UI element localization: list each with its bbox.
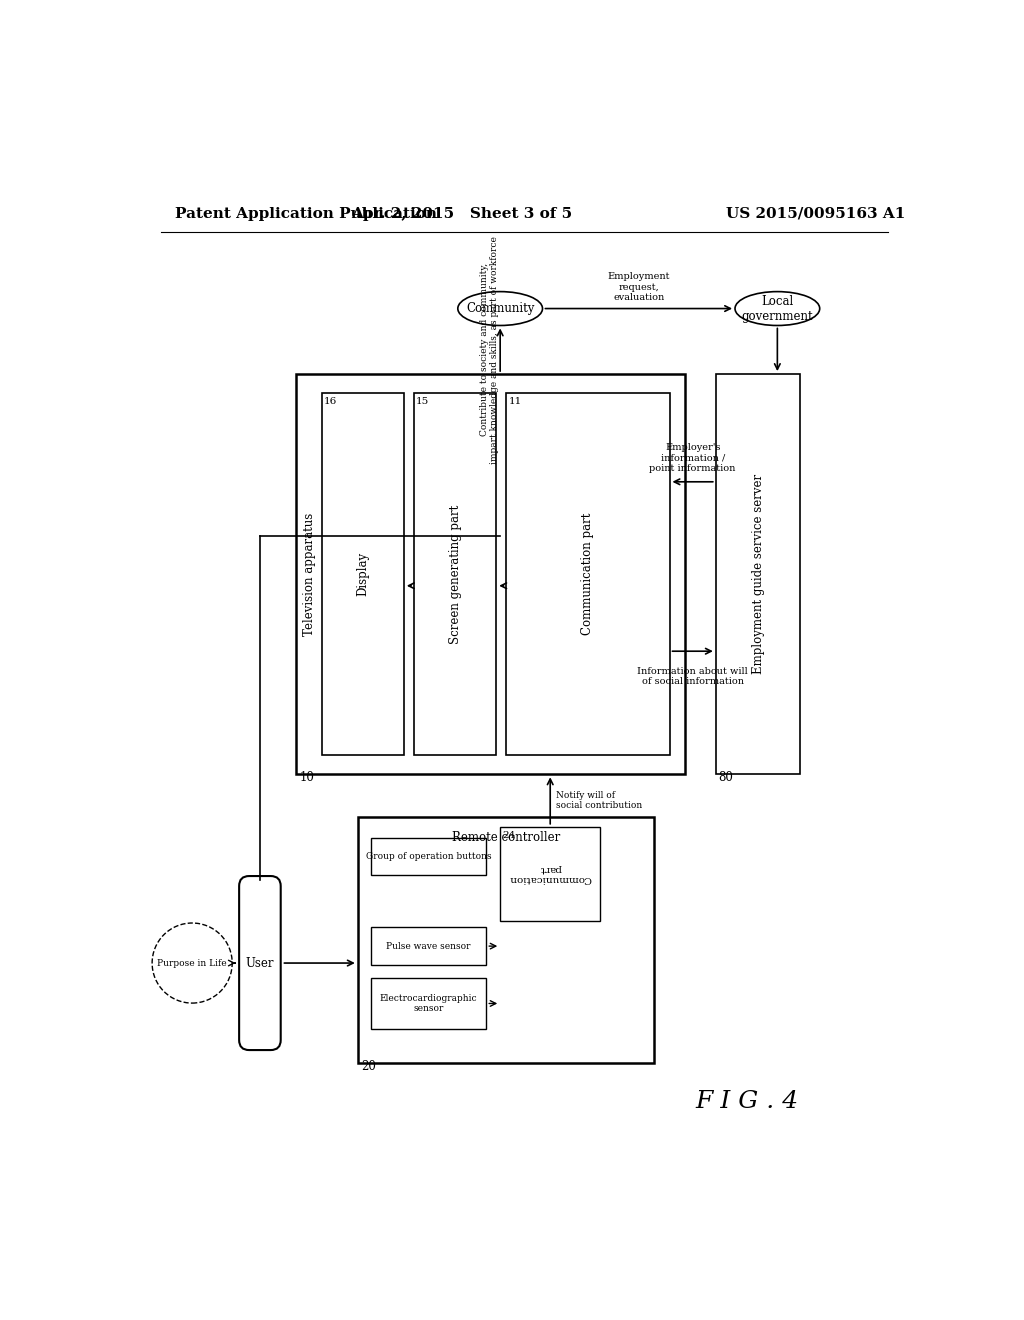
Bar [357, 817, 654, 1063]
Text: US 2015/0095163 A1: US 2015/0095163 A1 [726, 207, 905, 220]
Bar [322, 393, 403, 755]
Text: Information about will
of social information: Information about will of social informa… [637, 667, 749, 686]
Text: 24: 24 [503, 830, 516, 840]
Bar [414, 393, 497, 755]
Text: Group of operation buttons: Group of operation buttons [366, 851, 492, 861]
Text: 80: 80 [718, 771, 733, 784]
Text: Employment guide service server: Employment guide service server [752, 474, 765, 675]
Text: Contribute to society and community,
impart knowledge and skills, as part of wor: Contribute to society and community, imp… [479, 236, 499, 463]
Bar [506, 393, 670, 755]
Text: Patent Application Publication: Patent Application Publication [175, 207, 437, 220]
Text: Screen generating part: Screen generating part [449, 504, 462, 644]
Text: Apr. 2, 2015   Sheet 3 of 5: Apr. 2, 2015 Sheet 3 of 5 [351, 207, 572, 220]
Text: 11: 11 [509, 397, 522, 407]
Text: Television apparatus: Television apparatus [303, 512, 316, 636]
Text: 15: 15 [416, 397, 429, 407]
Text: Communication part: Communication part [582, 513, 595, 635]
Bar [296, 374, 685, 775]
Text: Display: Display [356, 552, 370, 597]
Text: Electrocardiographic
sensor: Electrocardiographic sensor [380, 994, 477, 1014]
Text: Pulse wave sensor: Pulse wave sensor [386, 941, 471, 950]
Text: Notify will of
social contribution: Notify will of social contribution [556, 791, 643, 810]
Text: F I G . 4: F I G . 4 [695, 1090, 798, 1113]
Bar [716, 374, 801, 775]
Text: Remote controller: Remote controller [452, 830, 560, 843]
Bar [371, 978, 486, 1028]
Bar [371, 927, 486, 965]
Text: 10: 10 [299, 771, 314, 784]
Text: Purpose in Life: Purpose in Life [158, 958, 227, 968]
Text: Employment
request,
evaluation: Employment request, evaluation [607, 272, 670, 302]
Text: Community: Community [466, 302, 535, 315]
Text: 20: 20 [360, 1060, 376, 1073]
Text: Local
government: Local government [741, 294, 813, 322]
Bar [371, 838, 486, 875]
Text: User: User [246, 957, 274, 970]
Text: Communication
part: Communication part [509, 865, 592, 883]
Bar [500, 826, 600, 921]
Text: 16: 16 [324, 397, 337, 407]
Text: Employer's
information /
point information: Employer's information / point informati… [649, 444, 736, 473]
